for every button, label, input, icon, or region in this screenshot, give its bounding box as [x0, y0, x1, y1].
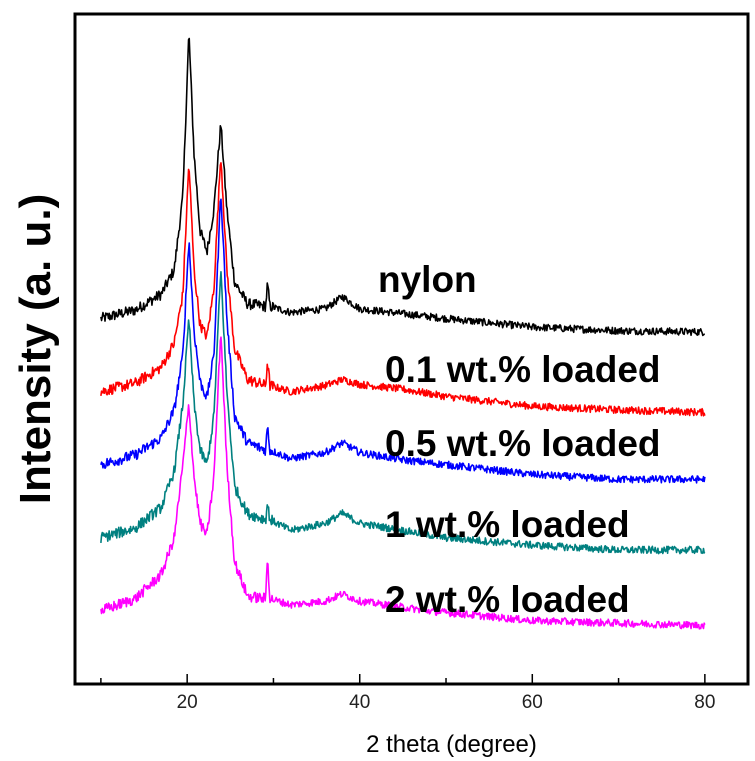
series-line-0: [100, 37, 705, 337]
plot-frame: [73, 12, 750, 686]
plot-border: [73, 12, 750, 686]
series-line-1: [100, 162, 706, 417]
series-label-1: 0.1 wt.% loaded: [385, 349, 661, 390]
series-line-3: [100, 271, 706, 555]
y-axis-title: Intensity (a. u.): [11, 194, 60, 504]
series-line-4: [100, 336, 706, 630]
x-tick-label-20: 20: [177, 692, 198, 713]
x-tick-label-60: 60: [522, 692, 543, 713]
series-labels: nylon 0.1 wt.% loaded 0.5 wt.% loaded 1 wt.…: [378, 259, 661, 620]
x-tick-label-40: 40: [349, 692, 370, 713]
series-label-2: 0.5 wt.% loaded: [385, 423, 661, 464]
series-label-0: nylon: [378, 259, 477, 300]
x-axis-title: 2 theta (degree): [366, 731, 537, 758]
series-label-4: 2 wt.% loaded: [385, 579, 630, 620]
series-group: [100, 37, 706, 630]
series-line-2: [100, 198, 706, 484]
x-tick-label-80: 80: [694, 692, 715, 713]
x-axis-ticks: 20 40 60 80: [100, 674, 715, 713]
series-label-3: 1 wt.% loaded: [385, 504, 630, 545]
